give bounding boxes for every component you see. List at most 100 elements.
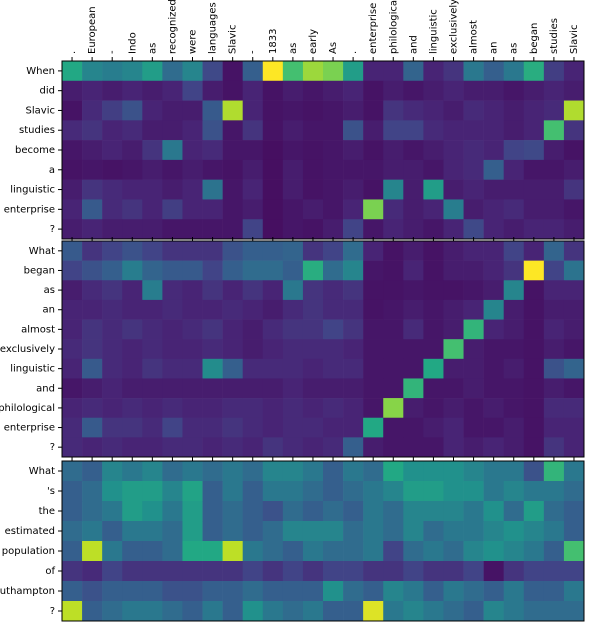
heat-cell — [282, 299, 304, 320]
heat-cell — [383, 319, 404, 340]
heat-cell — [182, 140, 203, 161]
heat-cell — [423, 541, 444, 562]
heat-cell — [122, 358, 143, 379]
heat-cell — [122, 219, 143, 240]
heat-cell — [102, 521, 123, 542]
x-tick-label: Slavic — [569, 25, 580, 54]
heat-cell — [463, 319, 484, 340]
y-tick-label: as — [44, 285, 55, 296]
heat-cell — [202, 339, 223, 360]
heat-cell — [363, 280, 384, 301]
heat-cell — [423, 521, 444, 542]
heat-cell — [142, 417, 163, 438]
heat-cell — [463, 378, 484, 399]
heat-cell — [162, 120, 183, 141]
heat-cell — [383, 358, 404, 379]
heat-cell — [182, 521, 203, 542]
heat-cell — [323, 280, 344, 301]
heat-cell — [363, 481, 384, 502]
heat-cell — [182, 61, 203, 82]
heat-cell — [262, 437, 284, 458]
heat-cell — [302, 581, 324, 602]
heat-cell — [222, 241, 243, 261]
heat-cell — [82, 199, 103, 220]
heat-cell — [523, 299, 545, 320]
y-tick-label: What — [29, 466, 55, 477]
heat-cell — [523, 521, 545, 542]
heat-cell — [463, 159, 484, 180]
x-tick-label: exclusively — [449, 0, 460, 54]
heat-cell — [323, 358, 344, 379]
heat-cell — [262, 581, 284, 602]
heat-cell — [182, 241, 203, 261]
heat-cell — [523, 437, 545, 458]
heat-cell — [182, 199, 203, 220]
heat-cell — [483, 417, 504, 438]
heat-cell — [142, 521, 163, 542]
heat-cell — [142, 581, 163, 602]
heat-cell — [383, 120, 404, 141]
heat-cell — [202, 140, 223, 161]
heat-cell — [142, 561, 163, 582]
heat-cell — [503, 501, 525, 522]
heat-cell — [82, 140, 103, 161]
heat-cell — [122, 319, 143, 340]
heat-cell — [323, 219, 344, 240]
heat-cell — [262, 159, 284, 180]
x-tick-label: . — [348, 51, 359, 54]
heat-cell — [222, 461, 243, 482]
heat-cell — [363, 260, 384, 281]
x-tick-label: early — [308, 29, 319, 54]
heat-cell — [142, 179, 163, 200]
heat-cell — [142, 461, 163, 482]
heat-cell — [443, 417, 464, 438]
heat-cell — [423, 319, 444, 340]
heat-cell — [202, 159, 223, 180]
x-tick-label: studies — [549, 18, 560, 54]
heat-cell — [102, 159, 123, 180]
y-tick-label: and — [36, 383, 55, 394]
heat-cell — [122, 581, 143, 602]
heat-cell — [282, 461, 304, 482]
heat-cell — [483, 541, 504, 562]
heat-cell — [483, 140, 504, 161]
heat-cell — [142, 437, 163, 458]
heat-cell — [323, 601, 344, 622]
heat-cell — [443, 299, 464, 320]
heat-cell — [62, 398, 83, 419]
y-tick-label: ? — [50, 606, 55, 617]
heat-cell — [443, 398, 464, 419]
heat-cell — [102, 501, 123, 522]
heat-cell — [262, 601, 284, 622]
heat-cell — [323, 159, 344, 180]
heat-cell — [503, 140, 525, 161]
heat-cell — [62, 339, 83, 360]
heat-cell — [503, 481, 525, 502]
heat-cell — [262, 280, 284, 301]
heat-cell — [523, 260, 545, 281]
heat-cell — [363, 417, 384, 438]
heat-cell — [443, 260, 464, 281]
heat-cell — [403, 61, 424, 82]
heat-cell — [242, 120, 264, 141]
heat-cell — [523, 199, 545, 220]
heat-cell — [383, 280, 404, 301]
heat-cell — [323, 561, 344, 582]
heat-cell — [363, 159, 384, 180]
heat-cell — [162, 140, 183, 161]
heat-cell — [162, 561, 183, 582]
heat-cell — [463, 601, 484, 622]
heat-cell — [62, 100, 83, 121]
heat-cell — [302, 417, 324, 438]
y-tick-label: 's — [47, 486, 55, 497]
heat-cell — [383, 581, 404, 602]
y-tick-label: What — [29, 246, 55, 257]
heat-cell — [202, 219, 223, 240]
heat-cell — [202, 100, 223, 121]
heat-cell — [423, 260, 444, 281]
heat-cell — [62, 80, 83, 101]
heat-cell — [302, 219, 324, 240]
heat-cell — [242, 541, 264, 562]
heat-cell — [563, 120, 585, 141]
heat-cell — [363, 339, 384, 360]
